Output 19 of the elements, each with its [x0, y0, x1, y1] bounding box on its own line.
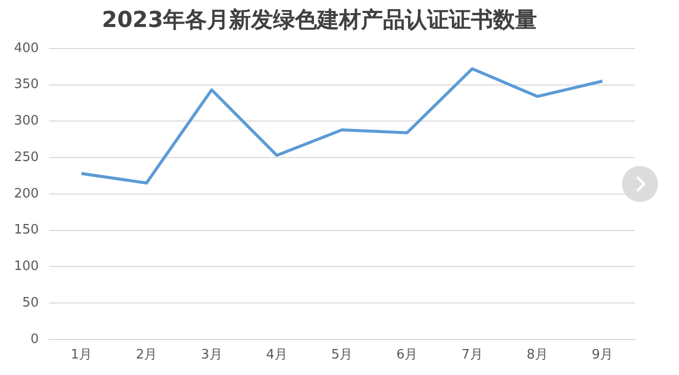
y-tick-label: 250: [14, 150, 39, 165]
x-tick-label: 7月: [462, 348, 483, 363]
y-tick-label: 400: [14, 40, 39, 56]
x-tick-label: 1月: [70, 348, 92, 363]
x-tick-label: 8月: [526, 348, 548, 363]
y-tick-label: 150: [14, 222, 39, 238]
x-tick-label: 4月: [266, 348, 288, 363]
y-tick-label: 50: [22, 295, 39, 310]
y-tick-label: 100: [14, 259, 39, 274]
x-tick-label: 5月: [331, 348, 353, 363]
y-tick-label: 350: [14, 77, 39, 92]
x-tick-label: 3月: [201, 348, 222, 363]
y-tick-label: 200: [14, 186, 39, 202]
x-tick-label: 9月: [592, 348, 614, 363]
chart-title: 2023年各月新发绿色建材产品认证证书数量: [102, 6, 538, 33]
y-tick-label: 300: [14, 114, 39, 129]
x-tick-label: 2月: [136, 348, 158, 363]
y-tick-label: 0: [30, 332, 39, 347]
x-tick-label: 6月: [396, 348, 418, 363]
